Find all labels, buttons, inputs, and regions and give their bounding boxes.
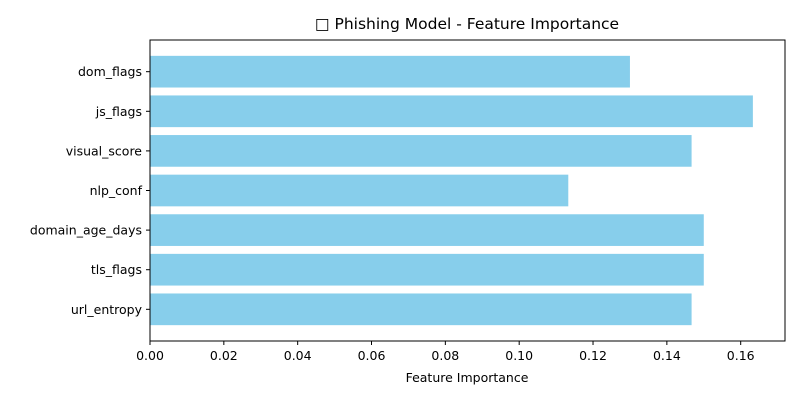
bar-visual_score (150, 135, 692, 167)
y-tick-label: js_flags (95, 104, 142, 119)
x-tick-label: 0.00 (136, 348, 164, 363)
bar-js_flags (150, 95, 753, 128)
y-tick-label: domain_age_days (30, 223, 142, 238)
x-axis-title: Feature Importance (406, 370, 529, 385)
x-tick-label: 0.10 (505, 348, 533, 363)
chart-title: □ Phishing Model - Feature Importance (315, 15, 619, 33)
y-axis-ticks: url_entropy tls_flags domain_age_days nlp_c… (30, 64, 150, 317)
y-tick-label: tls_flags (91, 262, 142, 277)
bars-group (150, 55, 753, 326)
plot-frame (149, 39, 786, 342)
x-tick-label: 0.16 (727, 348, 755, 363)
x-tick-label: 0.06 (358, 348, 386, 363)
x-tick-label: 0.12 (579, 348, 607, 363)
x-tick-label: 0.02 (210, 348, 238, 363)
x-tick-label: 0.14 (653, 348, 681, 363)
y-tick-label: nlp_conf (90, 183, 143, 198)
y-tick-label: url_entropy (71, 302, 143, 317)
x-tick-label: 0.08 (431, 348, 459, 363)
bar-nlp_conf (150, 174, 569, 207)
x-axis-ticks: 0.00 0.02 0.04 0.06 0.08 0.10 0.12 0.14 0.16 (136, 341, 755, 363)
bar-tls_flags (150, 253, 704, 286)
bar-domain_age_days (150, 214, 704, 246)
y-tick-label: visual_score (66, 143, 143, 158)
bar-url_entropy (150, 293, 692, 326)
x-tick-label: 0.04 (284, 348, 312, 363)
bar-dom_flags (150, 55, 630, 88)
y-tick-label: dom_flags (78, 64, 142, 79)
